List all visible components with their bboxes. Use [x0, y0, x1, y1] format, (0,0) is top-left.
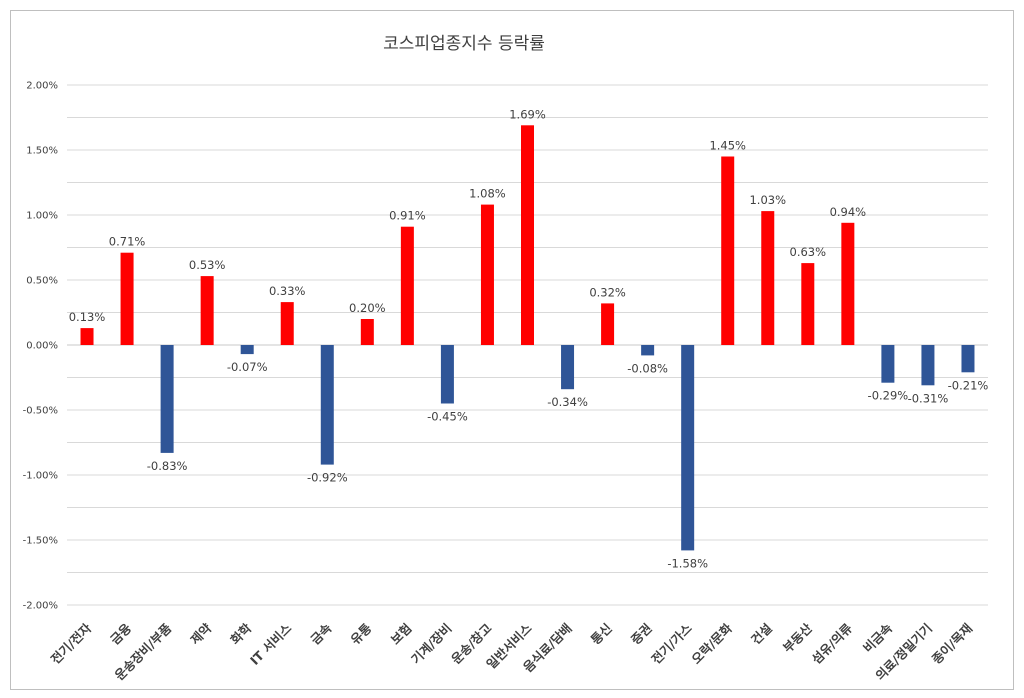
- data-label: -1.58%: [667, 556, 708, 570]
- bar: [320, 345, 334, 465]
- y-tick-label: -2.00%: [23, 601, 58, 612]
- data-label: -0.83%: [147, 459, 188, 473]
- bar: [120, 252, 134, 345]
- data-label: -0.34%: [547, 395, 588, 409]
- bar: [440, 345, 454, 404]
- data-label: -0.08%: [627, 361, 668, 375]
- bar: [160, 345, 174, 453]
- bar: [80, 328, 94, 345]
- x-tick-label: 오락/문화: [688, 620, 735, 667]
- data-label: 0.33%: [269, 284, 306, 298]
- data-label: -0.07%: [227, 360, 268, 374]
- x-tick-label: 제약: [187, 620, 214, 647]
- data-label: 0.53%: [189, 258, 226, 272]
- x-tick-label: 전기/전자: [48, 620, 95, 667]
- y-tick-label: 1.50%: [26, 146, 58, 157]
- y-tick-label: 2.00%: [26, 81, 58, 92]
- bar: [841, 222, 855, 345]
- data-label: 0.94%: [830, 205, 867, 219]
- data-label: 0.91%: [389, 209, 426, 223]
- bar: [400, 226, 414, 345]
- x-tick-label: 비금속: [860, 620, 895, 655]
- bar: [360, 319, 374, 345]
- bar: [521, 125, 534, 345]
- y-tick-label: 1.00%: [26, 211, 58, 222]
- data-label: 0.71%: [109, 235, 146, 249]
- bar: [641, 345, 655, 356]
- y-tick-label: -1.50%: [23, 536, 58, 547]
- data-label: 1.03%: [749, 193, 786, 207]
- data-label: 1.08%: [469, 187, 506, 201]
- x-tick-label: 종이/목재: [929, 621, 975, 667]
- x-tick-label: 증권: [628, 621, 655, 648]
- data-label: 0.32%: [589, 285, 626, 299]
- bar: [721, 156, 735, 345]
- bar: [240, 345, 254, 355]
- data-label: -0.29%: [868, 389, 909, 403]
- data-label: 0.20%: [349, 301, 386, 315]
- bar: [561, 345, 575, 390]
- bar: [480, 204, 494, 345]
- x-tick-label: 기계/장비: [408, 621, 454, 667]
- data-label: 0.63%: [790, 245, 827, 259]
- data-label: 1.69%: [509, 107, 546, 121]
- x-tick-label: 유통: [348, 620, 375, 647]
- data-label: -0.92%: [307, 471, 348, 485]
- data-label: 1.45%: [709, 139, 746, 153]
- x-tick-label: 전기/가스: [648, 620, 695, 667]
- bar: [881, 345, 895, 383]
- bar: [200, 276, 214, 345]
- bar: [961, 345, 975, 373]
- bar: [761, 211, 775, 345]
- chart-frame: 코스피업종지수 등락률 2.00% 1.50% 1.00% 0.50% 0.00% -0.5…: [10, 10, 1014, 690]
- y-tick-label: -1.00%: [23, 471, 58, 482]
- data-label: 0.13%: [69, 310, 106, 324]
- data-label: -0.45%: [427, 410, 468, 424]
- x-tick-label: 금융: [107, 620, 134, 647]
- chart-title: 코스피업종지수 등락률: [383, 34, 545, 54]
- x-tick-label: 금속: [308, 620, 335, 647]
- x-tick-label: 건설: [748, 621, 775, 648]
- data-label: -0.21%: [948, 378, 989, 392]
- bar: [601, 303, 615, 345]
- y-tick-label: 0.00%: [26, 341, 58, 352]
- chart-plot: 코스피업종지수 등락률 2.00% 1.50% 1.00% 0.50% 0.00% -0.5…: [23, 34, 989, 683]
- bar: [280, 302, 294, 345]
- y-tick-label: 0.50%: [26, 276, 58, 287]
- x-tick-label: 섬유/의류: [809, 620, 856, 667]
- x-tick-label: IT 서비스: [247, 620, 295, 668]
- y-tick-label: -0.50%: [23, 406, 58, 417]
- bar: [921, 345, 935, 386]
- data-label: -0.31%: [908, 391, 949, 405]
- x-tick-label: 부동산: [780, 620, 815, 655]
- x-tick-label: 통신: [588, 621, 615, 648]
- x-tick-label: 보험: [388, 621, 415, 648]
- bar: [801, 263, 815, 345]
- bar: [681, 345, 695, 551]
- x-tick-label: 화학: [227, 620, 254, 647]
